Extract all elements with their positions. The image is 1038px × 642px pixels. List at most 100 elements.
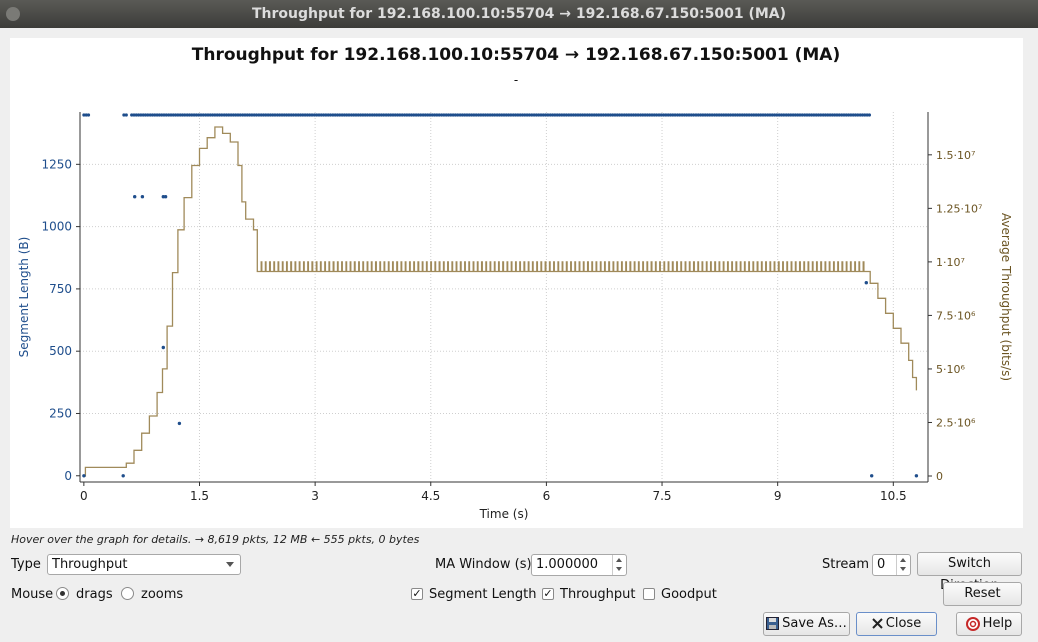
segment-length-point <box>773 113 777 117</box>
throughput-label[interactable]: Throughput <box>560 587 636 602</box>
segment-length-point <box>257 113 261 117</box>
drags-label[interactable]: drags <box>76 587 113 602</box>
spin-up-icon[interactable] <box>900 558 906 562</box>
segment-length-point <box>328 113 333 117</box>
segment-length-point <box>578 113 582 117</box>
y-right-tick-label: 1.25·10⁷ <box>936 202 982 215</box>
segment-length-point <box>807 113 811 117</box>
zooms-radio[interactable] <box>121 587 134 600</box>
segment-length-point <box>782 113 786 117</box>
segment-length-point <box>224 113 229 117</box>
segment-length-point <box>717 113 721 117</box>
segment-length-point <box>278 113 282 117</box>
x-tick-label: 9 <box>774 489 782 503</box>
segment-length-point <box>275 113 279 117</box>
help-button[interactable]: Help <box>956 612 1022 636</box>
segment-length-point <box>234 113 238 117</box>
type-select[interactable]: Throughput <box>47 554 241 575</box>
segment-length-point <box>604 113 608 117</box>
window-title-bar: Throughput for 192.168.100.10:55704 → 19… <box>0 0 1038 28</box>
close-button[interactable]: Close <box>856 612 937 636</box>
y-left-tick-label: 1250 <box>41 157 72 171</box>
spin-buttons[interactable] <box>612 555 626 575</box>
save-as-button[interactable]: Save As… <box>763 612 850 636</box>
segment-length-point <box>655 113 659 117</box>
reset-button[interactable]: Reset <box>943 582 1022 606</box>
spin-down-icon[interactable] <box>616 567 622 571</box>
throughput-checkbox[interactable]: ✓ <box>542 587 554 600</box>
segment-length-point <box>354 113 358 117</box>
segment-length-point <box>606 113 610 117</box>
segment-length-point <box>611 113 615 117</box>
goodput-checkbox[interactable] <box>643 588 655 600</box>
segment-length-point <box>793 113 798 117</box>
x-tick-label: 0 <box>80 489 88 503</box>
y-right-tick-label: 1.5·10⁷ <box>936 149 975 162</box>
segment-length-point <box>664 113 668 117</box>
segment-length-point <box>456 113 460 117</box>
segment-length-point <box>509 113 513 117</box>
segment-length-point <box>666 113 670 117</box>
graph-area[interactable]: Throughput for 192.168.100.10:55704 → 19… <box>10 38 1023 528</box>
segment-length-point <box>356 113 360 117</box>
segment-length-point <box>770 113 774 117</box>
segment-length-point <box>581 113 585 117</box>
segment-length-point <box>705 113 710 117</box>
segment-length-point <box>819 113 823 117</box>
throughput-chart[interactable]: Throughput for 192.168.100.10:55704 → 19… <box>10 38 1023 528</box>
segment-length-label[interactable]: Segment Length <box>429 587 537 602</box>
segment-length-point <box>551 113 555 117</box>
spin-buttons[interactable] <box>896 555 910 575</box>
zooms-label[interactable]: zooms <box>141 587 184 602</box>
segment-length-point <box>722 113 726 117</box>
segment-length-point <box>590 113 594 117</box>
segment-length-point <box>502 113 506 117</box>
segment-length-point <box>844 113 848 117</box>
segment-length-point <box>134 113 138 117</box>
spin-down-icon[interactable] <box>900 567 906 571</box>
segment-length-point <box>477 113 481 117</box>
switch-direction-button[interactable]: Switch Direction <box>917 552 1022 593</box>
segment-length-point <box>470 113 474 117</box>
segment-length-point <box>592 113 596 117</box>
segment-length-point <box>192 113 196 117</box>
stream-spinbox[interactable]: 0 <box>872 554 911 576</box>
segment-length-point <box>823 113 828 117</box>
x-tick-label: 4.5 <box>421 489 440 503</box>
segment-length-point <box>726 113 730 117</box>
segment-length-point <box>164 113 168 117</box>
segment-length-point <box>426 113 430 117</box>
ma-window-spinbox[interactable]: 1.000000 <box>531 554 627 576</box>
segment-length-point <box>204 113 208 117</box>
segment-length-point <box>303 113 307 117</box>
segment-length-point <box>625 113 629 117</box>
segment-length-point <box>752 113 756 117</box>
segment-length-point <box>803 113 807 117</box>
y-left-axis-label: Segment Length (B) <box>17 237 31 358</box>
segment-length-point <box>409 113 414 117</box>
segment-length-point <box>544 113 548 117</box>
segment-length-point <box>668 113 673 117</box>
goodput-label[interactable]: Goodput <box>661 587 717 602</box>
drags-radio[interactable] <box>56 587 69 600</box>
segment-length-point <box>243 113 247 117</box>
y-right-axis-label: Average Throughput (bits/s) <box>999 213 1013 381</box>
segment-length-point <box>864 281 868 285</box>
segment-length-point <box>435 113 439 117</box>
window-close-icon[interactable] <box>6 7 20 21</box>
segment-length-point <box>183 113 187 117</box>
segment-length-point <box>82 113 86 117</box>
segment-length-point <box>648 113 652 117</box>
spin-up-icon[interactable] <box>616 558 622 562</box>
segment-length-point <box>701 113 705 117</box>
segment-length-point <box>835 113 839 117</box>
segment-length-point <box>729 113 733 117</box>
segment-length-point <box>634 113 638 117</box>
segment-length-point <box>377 113 381 117</box>
segment-length-checkbox[interactable]: ✓ <box>411 587 423 600</box>
segment-length-point <box>155 113 159 117</box>
segment-length-point <box>287 113 291 117</box>
segment-length-point <box>227 113 231 117</box>
segment-length-point <box>317 113 321 117</box>
segment-length-point <box>567 113 571 117</box>
